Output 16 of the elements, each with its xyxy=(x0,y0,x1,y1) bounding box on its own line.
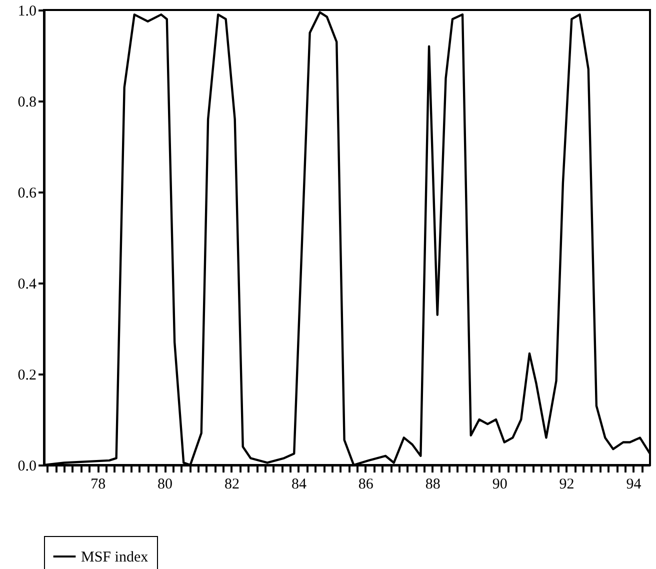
x-tick-label: 90 xyxy=(492,476,508,492)
x-tick-label: 82 xyxy=(224,476,240,492)
y-tick-label: 0.0 xyxy=(18,458,36,474)
x-tick-label: 88 xyxy=(425,476,440,492)
x-tick-label: 86 xyxy=(358,476,374,492)
y-tick-label: 0.4 xyxy=(18,276,37,292)
x-tick-label: 78 xyxy=(90,476,106,492)
y-tick-label: 0.2 xyxy=(18,368,36,384)
x-tick-label: 80 xyxy=(158,476,173,492)
legend-label: MSF index xyxy=(81,550,149,566)
y-tick-label: 0.8 xyxy=(18,94,36,110)
x-tick-label: 94 xyxy=(626,476,642,492)
y-tick-label: 0.6 xyxy=(18,186,37,202)
y-tick-label: 1.0 xyxy=(18,4,36,20)
x-tick-label: 84 xyxy=(291,476,307,492)
x-tick-label: 92 xyxy=(559,476,574,492)
